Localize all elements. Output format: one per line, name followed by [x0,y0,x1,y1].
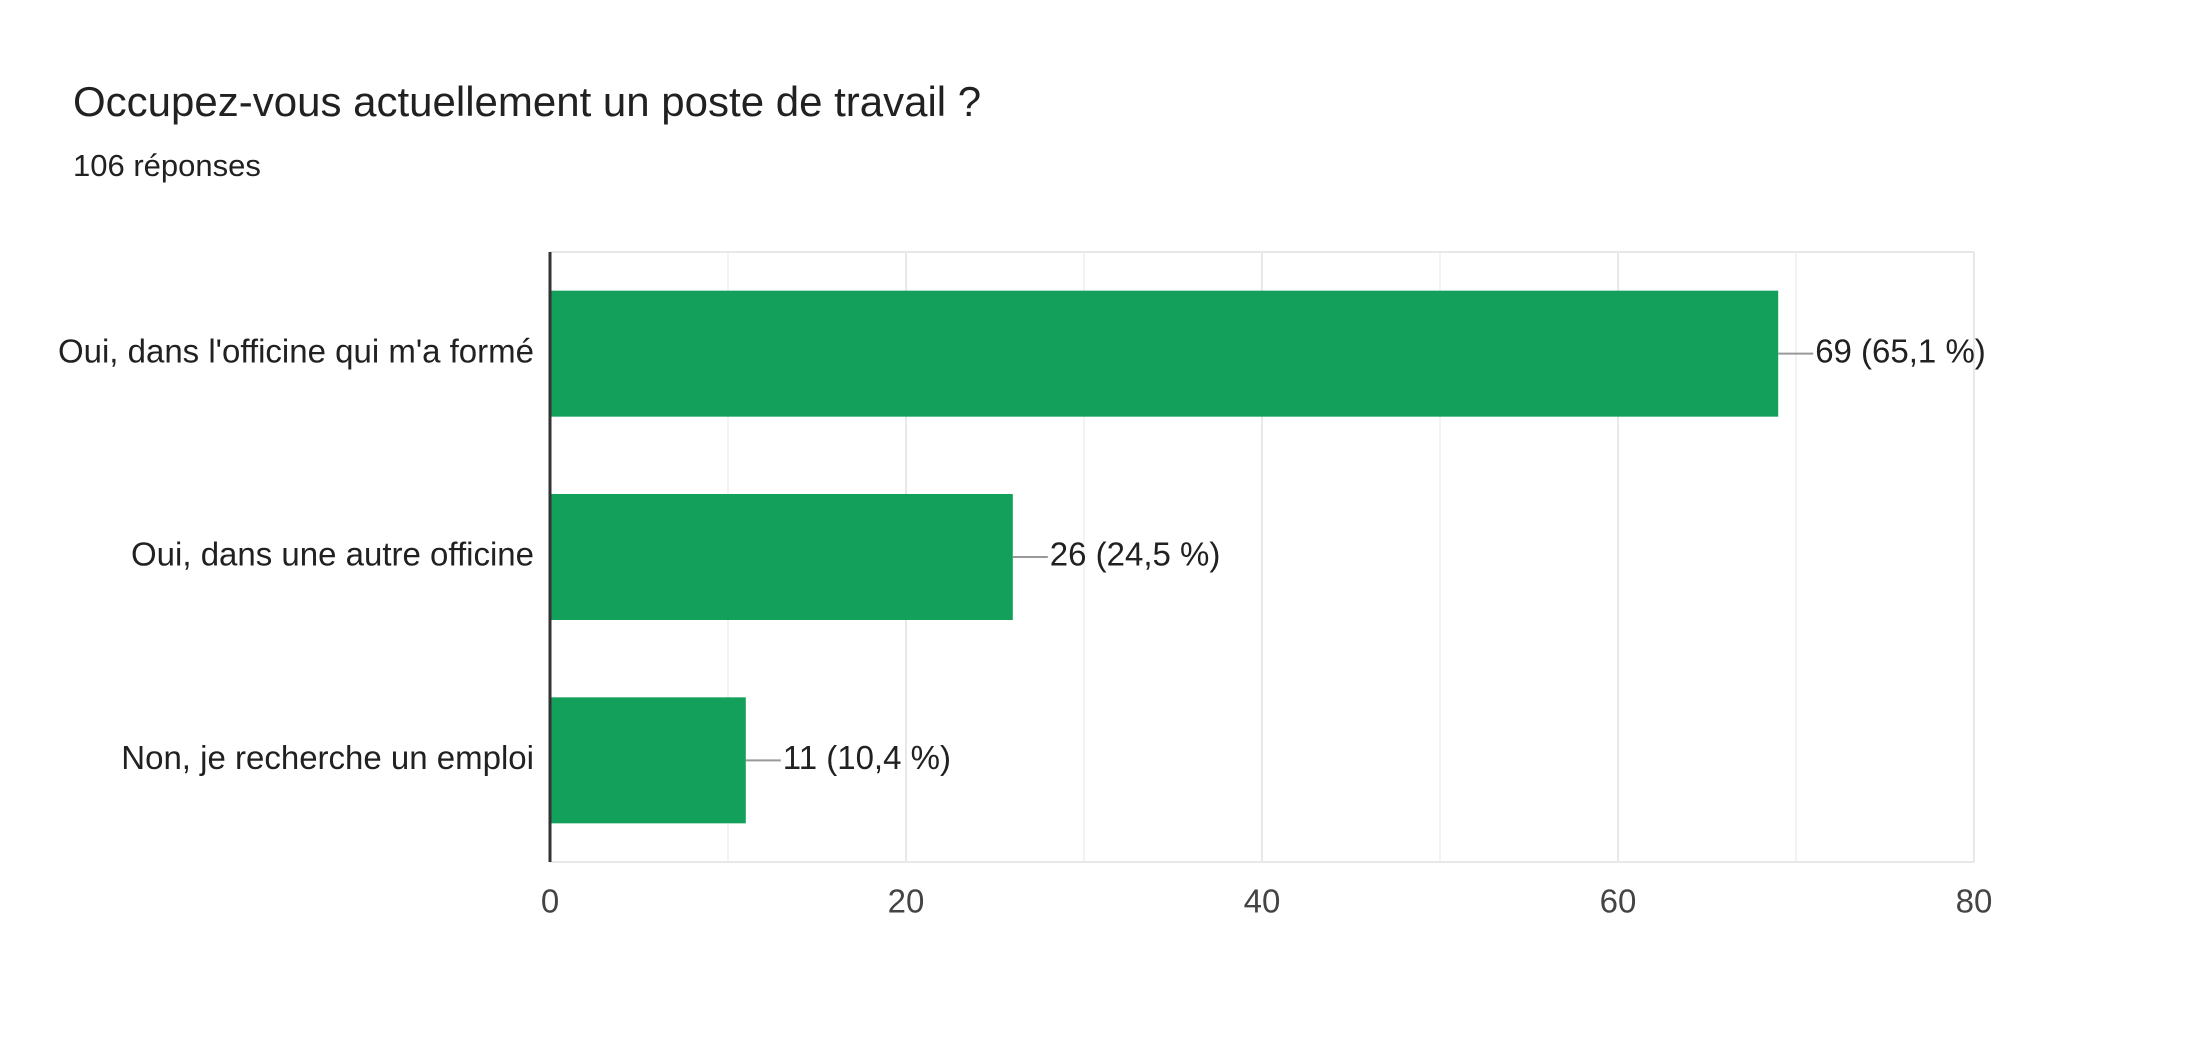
value-label: 26 (24,5 %) [1050,536,1221,573]
y-tick-label: Oui, dans une autre officine [131,536,534,573]
value-label: 69 (65,1 %) [1815,332,1986,369]
bar [550,697,746,824]
bar [550,290,1779,417]
x-tick-label: 20 [888,883,925,920]
value-label: 11 (10,4 %) [783,739,951,776]
x-tick-label: 40 [1244,883,1281,920]
x-tick-label: 60 [1600,883,1637,920]
bar [550,494,1013,620]
y-tick-label: Oui, dans l'officine qui m'a formé [58,332,534,369]
chart-title: Occupez-vous actuellement un poste de tr… [73,78,981,125]
chart-subtitle: 106 réponses [73,148,261,183]
x-tick-label: 80 [1956,883,1993,920]
y-tick-label: Non, je recherche un emploi [121,739,534,776]
x-tick-label: 0 [541,883,559,920]
